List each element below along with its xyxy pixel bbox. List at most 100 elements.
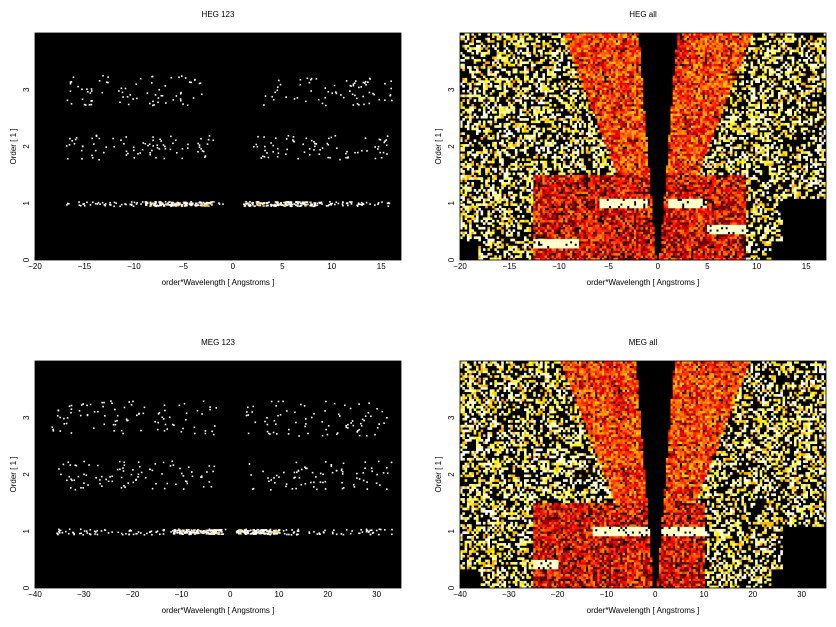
event-cell xyxy=(151,75,153,78)
heatmap-cell xyxy=(601,144,605,147)
heatmap-cell xyxy=(546,120,550,124)
heatmap-cell xyxy=(631,148,635,152)
heatmap-cell xyxy=(590,219,593,223)
heatmap-cell xyxy=(569,70,573,74)
heatmap-cell xyxy=(546,200,550,204)
heatmap-cell xyxy=(604,94,607,98)
heatmap-cell xyxy=(496,96,500,100)
heatmap-cell xyxy=(588,134,591,138)
event-cell xyxy=(354,151,356,154)
heatmap-cell xyxy=(503,255,507,258)
event-cell xyxy=(74,138,77,141)
heatmap-cell xyxy=(558,177,561,180)
heatmap-cell xyxy=(560,182,564,185)
heatmap-cell xyxy=(562,191,566,195)
heatmap-cell xyxy=(565,179,568,183)
heatmap-cell xyxy=(569,122,573,126)
heatmap-cell xyxy=(546,141,550,145)
heatmap-cell xyxy=(553,182,557,185)
event-cell xyxy=(310,139,313,142)
heatmap-cell xyxy=(551,179,555,183)
heatmap-cell xyxy=(629,163,632,166)
heatmap-cell xyxy=(629,205,632,209)
heatmap-cell xyxy=(613,200,616,204)
heatmap-cell xyxy=(565,182,568,185)
heatmap-cell xyxy=(489,203,493,206)
heatmap-cell xyxy=(462,66,465,69)
heatmap-cell xyxy=(501,186,504,190)
heatmap-cell xyxy=(542,82,545,86)
heatmap-cell xyxy=(460,153,463,157)
heatmap-cell xyxy=(620,80,623,83)
heatmap-cell xyxy=(505,234,509,237)
heatmap-cell xyxy=(629,203,632,206)
heatmap-cell xyxy=(494,59,497,62)
event-cell xyxy=(346,202,349,204)
heatmap-cell xyxy=(590,196,593,199)
heatmap-cell xyxy=(572,219,575,223)
heatmap-cell xyxy=(562,125,566,128)
heatmap-cell xyxy=(608,226,612,230)
heatmap-cell xyxy=(501,92,504,95)
heatmap-cell xyxy=(524,68,527,72)
heatmap-cell xyxy=(624,148,628,152)
heatmap-cell xyxy=(599,82,603,86)
heatmap-cell xyxy=(590,120,593,124)
heatmap-cell xyxy=(524,146,527,150)
heatmap-cell xyxy=(496,196,500,199)
heatmap-cell xyxy=(622,186,625,190)
heatmap-cell xyxy=(556,229,559,232)
event-cell xyxy=(335,92,338,95)
heatmap-cell xyxy=(613,111,616,114)
heatmap-cell xyxy=(462,163,465,166)
heatmap-cell xyxy=(631,118,635,121)
heatmap-cell xyxy=(498,245,502,249)
heatmap-cell xyxy=(546,257,550,261)
heatmap-cell xyxy=(620,160,623,164)
heatmap-cell xyxy=(588,56,591,60)
heatmap-cell xyxy=(592,170,596,173)
heatmap-cell xyxy=(562,177,566,180)
heatmap-cell xyxy=(466,174,470,178)
heatmap-cell xyxy=(464,177,468,180)
heatmap-cell xyxy=(622,77,625,81)
heatmap-cell xyxy=(597,96,600,100)
heatmap-cell xyxy=(622,191,625,195)
heatmap-cell xyxy=(480,210,484,213)
heatmap-cell xyxy=(601,243,605,247)
heatmap-cell xyxy=(595,75,598,79)
heatmap-cell xyxy=(615,215,619,218)
heatmap-cell xyxy=(505,177,509,180)
heatmap-cell xyxy=(595,132,598,135)
heatmap-cell xyxy=(503,203,507,206)
heatmap-cell xyxy=(466,182,470,185)
heatmap-cell xyxy=(473,61,477,65)
heatmap-cell xyxy=(567,96,571,100)
heatmap-cell xyxy=(501,170,504,173)
heatmap-cell xyxy=(590,250,593,254)
heatmap-cell xyxy=(553,217,557,221)
heatmap-cell xyxy=(482,255,486,258)
heatmap-cell xyxy=(524,229,527,232)
event-cell xyxy=(112,137,114,140)
heatmap-cell xyxy=(519,37,523,41)
heatmap-cell xyxy=(524,103,527,107)
heatmap-cell xyxy=(551,129,555,133)
heatmap-cell xyxy=(583,167,587,171)
heatmap-cell xyxy=(478,120,481,124)
heatmap-cell xyxy=(528,163,532,166)
heatmap-cell xyxy=(604,179,607,183)
heatmap-cell xyxy=(562,172,566,176)
event-cell xyxy=(308,154,311,156)
heatmap-cell xyxy=(549,177,552,180)
heatmap-cell xyxy=(530,77,534,81)
heatmap-cell xyxy=(512,42,516,46)
heatmap-cell xyxy=(501,182,504,185)
heatmap-cell xyxy=(567,56,571,60)
heatmap-cell xyxy=(629,151,632,154)
heatmap-cell xyxy=(622,156,625,159)
heatmap-cell xyxy=(615,92,619,95)
heatmap-cell xyxy=(565,33,568,36)
heatmap-cell xyxy=(551,198,555,202)
heatmap-cell xyxy=(569,170,573,173)
